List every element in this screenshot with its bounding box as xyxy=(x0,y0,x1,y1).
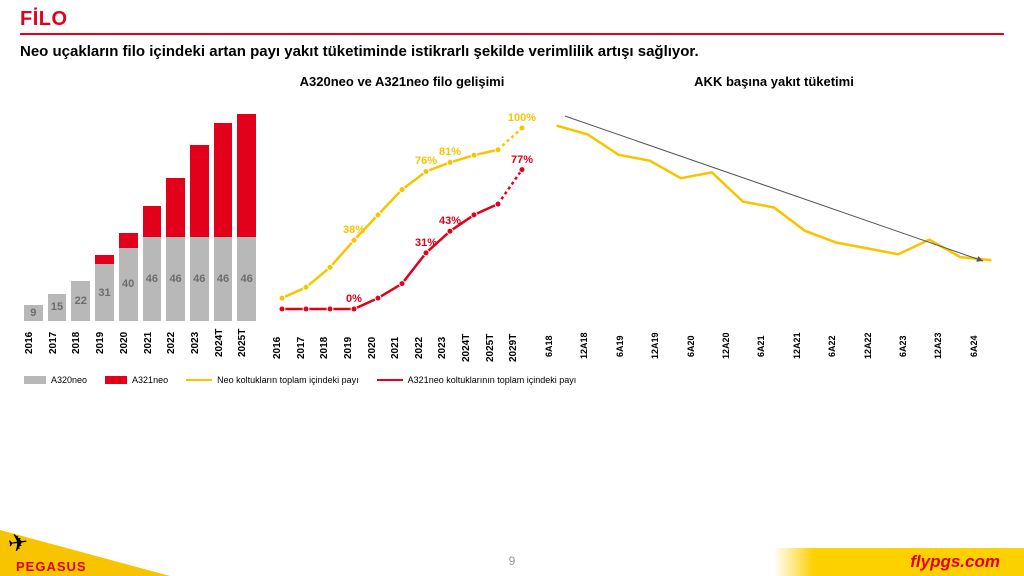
brand-logo: PEGASUS xyxy=(16,559,87,574)
page-number: 9 xyxy=(509,554,516,568)
page-title: FİLO xyxy=(20,8,1004,31)
bar-col: 40 xyxy=(119,101,138,321)
legend: A320neo A321neo Neo koltukların toplam i… xyxy=(0,361,1024,399)
plane-icon: ✈ xyxy=(6,528,30,560)
legend-a320neo: A320neo xyxy=(51,375,87,385)
fuel-chart: AKK başına yakıt tüketimi 6A1812A186A191… xyxy=(544,74,1004,361)
bar-col: 46 xyxy=(190,101,209,321)
bar-col: 9 xyxy=(24,101,43,321)
bar-col: 15 xyxy=(48,101,67,321)
bar-col: 22 xyxy=(71,101,90,321)
line-chart: A320neo ve A321neo filo gelişimi 2016201… xyxy=(272,74,532,361)
title-rule xyxy=(20,33,1004,35)
bar-line-title: A320neo ve A321neo filo gelişimi xyxy=(272,74,532,89)
bar-col: 46 xyxy=(237,101,256,321)
legend-a321neo: A321neo xyxy=(132,375,168,385)
bar-chart: . 9152231404646464646 201620172018201920… xyxy=(20,74,260,361)
bar-col: 46 xyxy=(166,101,185,321)
fuel-title: AKK başına yakıt tüketimi xyxy=(544,74,1004,89)
page-subtitle: Neo uçakların filo içindeki artan payı y… xyxy=(0,37,1024,64)
legend-neo-seats: Neo koltukların toplam içindeki payı xyxy=(217,375,359,385)
bar-col: 31 xyxy=(95,101,114,321)
footer: ✈ PEGASUS flypgs.com 9 xyxy=(0,530,1024,576)
bar-col: 46 xyxy=(214,101,233,321)
legend-a321-seats: A321neo koltuklarının toplam içindeki pa… xyxy=(408,375,577,385)
bar-col: 46 xyxy=(143,101,162,321)
footer-url: flypgs.com xyxy=(910,552,1000,572)
